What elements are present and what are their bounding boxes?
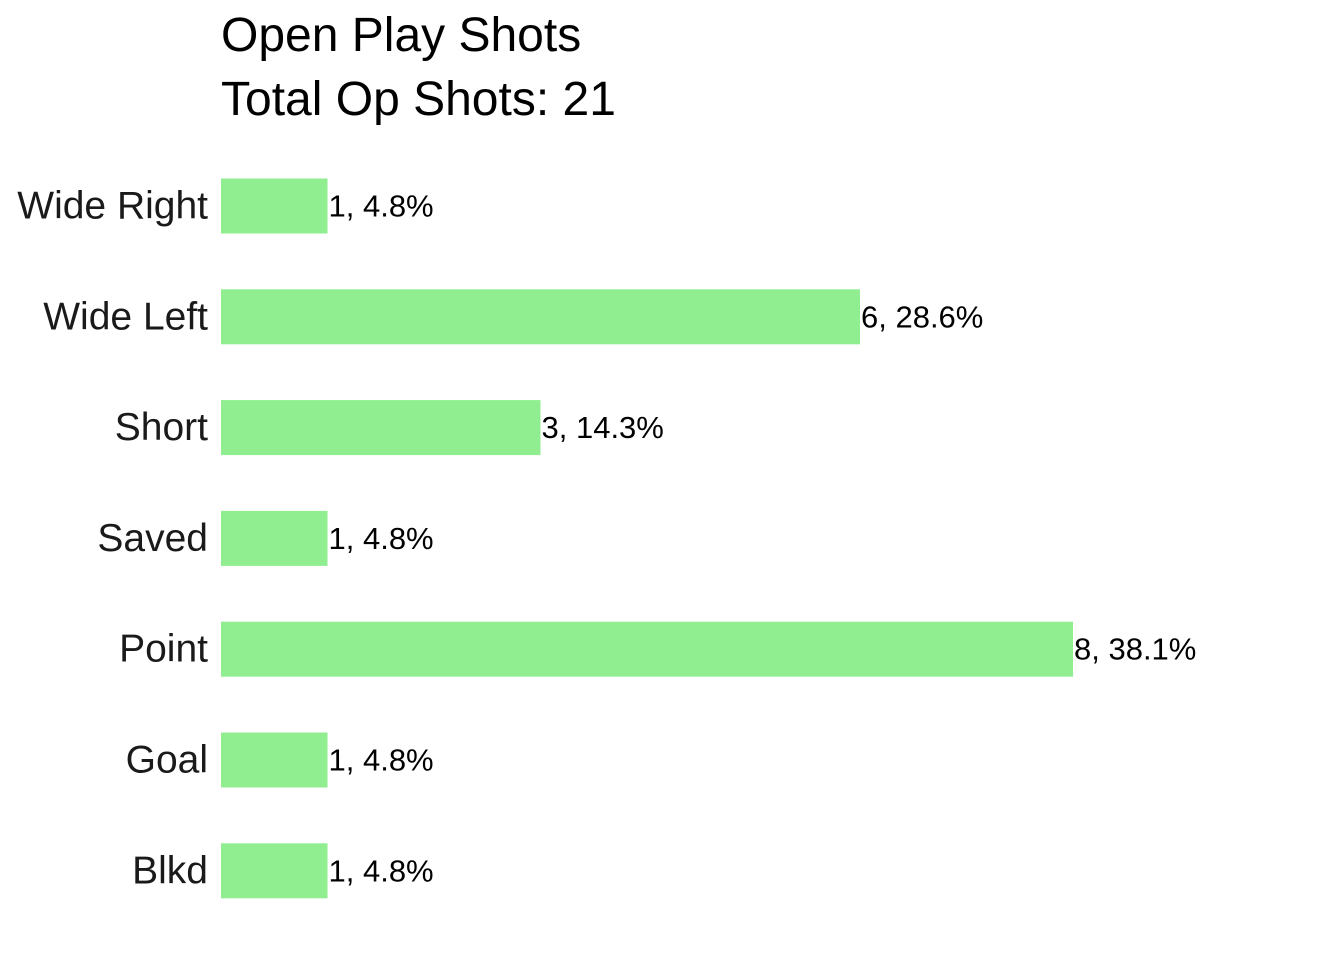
category-label-short: Short [115, 406, 208, 449]
bar-short [221, 400, 541, 456]
chart-subtitle: Total Op Shots: 21 [221, 73, 616, 126]
data-label-blkd: 1, 4.8% [329, 853, 434, 888]
category-label-point: Point [119, 628, 208, 671]
bar-saved [221, 510, 328, 566]
data-label-wide-right: 1, 4.8% [329, 189, 434, 224]
category-label-goal: Goal [126, 739, 208, 782]
bar-wide-left [221, 289, 860, 345]
category-label-wide-left: Wide Left [43, 295, 208, 338]
data-label-point: 8, 38.1% [1074, 632, 1196, 667]
chart-title: Open Play Shots [221, 9, 582, 62]
data-label-goal: 1, 4.8% [329, 743, 434, 778]
data-label-saved: 1, 4.8% [329, 521, 434, 556]
category-label-wide-right: Wide Right [17, 185, 208, 228]
bar-goal [221, 732, 328, 788]
data-label-wide-left: 6, 28.6% [861, 299, 983, 334]
bar-blkd [221, 843, 328, 899]
bar-point [221, 621, 1073, 677]
bar-wide-right [221, 178, 328, 234]
category-label-blkd: Blkd [132, 849, 208, 892]
category-label-saved: Saved [97, 517, 208, 560]
data-label-short: 3, 14.3% [542, 410, 664, 445]
